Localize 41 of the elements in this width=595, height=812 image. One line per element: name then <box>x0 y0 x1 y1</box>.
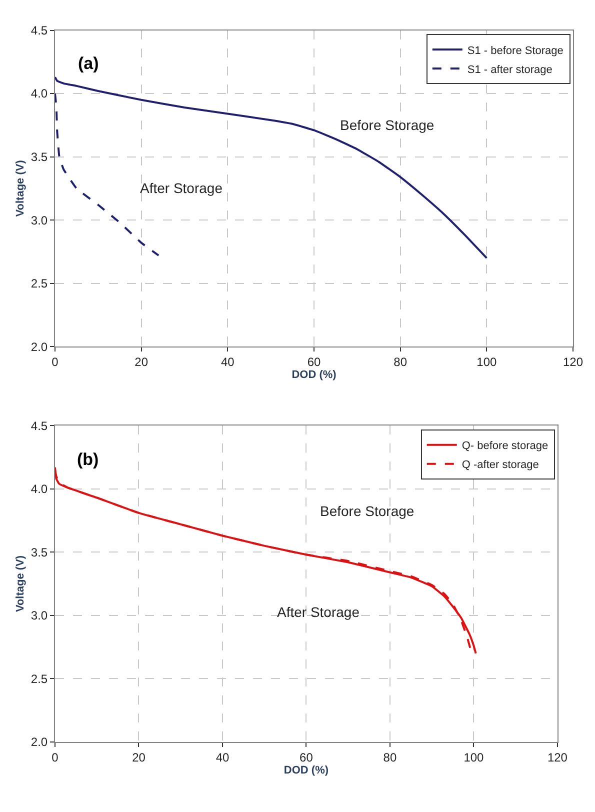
y-tick-label: 3.0 <box>30 608 48 623</box>
x-tick-label: 40 <box>220 354 235 369</box>
y-tick-label: 2.0 <box>30 340 48 354</box>
y-tick-label: 3.5 <box>30 545 48 560</box>
text: (a) <box>78 54 99 73</box>
annotation: Before Storage <box>320 503 414 519</box>
y-tick-label: 4.0 <box>30 482 48 496</box>
y-tick-label: 4.5 <box>30 23 48 38</box>
line-series <box>55 76 488 260</box>
text: (b) <box>77 450 99 469</box>
x-tick-label: 60 <box>307 354 321 369</box>
y-tick-label: 4.5 <box>30 418 48 433</box>
x-tick-label: 120 <box>547 750 568 764</box>
y-axis-title: Voltage (V) <box>14 160 27 217</box>
x-tick-label: 60 <box>300 750 314 764</box>
legend-label: S1 - after storage <box>467 64 552 76</box>
legend-label: Q -after storage <box>462 459 539 472</box>
x-tick-label: 20 <box>132 750 146 764</box>
x-tick-label: 100 <box>476 354 497 369</box>
y-axis-title: Voltage (V) <box>14 555 27 612</box>
annotation: After Storage <box>140 180 223 196</box>
legend-label: S1 - before Storage <box>467 44 564 57</box>
y-tick-label: 2.5 <box>30 672 48 686</box>
x-tick-label: 20 <box>134 354 148 369</box>
x-tick-label: 100 <box>464 750 484 764</box>
y-tick-label: 3.5 <box>30 150 48 164</box>
legend-label: Q- before storage <box>462 440 548 452</box>
x-tick-label: 0 <box>52 354 59 369</box>
y-tick-label: 2.0 <box>30 735 48 750</box>
x-tick-label: 120 <box>562 354 584 369</box>
y-tick-label: 4.0 <box>30 86 48 101</box>
annotation: Before Storage <box>340 117 434 133</box>
annotation: After Storage <box>277 604 360 620</box>
x-tick-label: 40 <box>216 750 230 764</box>
x-tick-label: 80 <box>383 750 397 764</box>
x-axis-title: DOD (%) <box>292 369 337 382</box>
y-tick-label: 2.5 <box>30 276 48 291</box>
y-tick-label: 3.0 <box>30 213 48 228</box>
x-axis-title: DOD (%) <box>284 764 329 776</box>
x-tick-label: 80 <box>394 354 408 369</box>
x-tick-label: 0 <box>52 750 59 764</box>
